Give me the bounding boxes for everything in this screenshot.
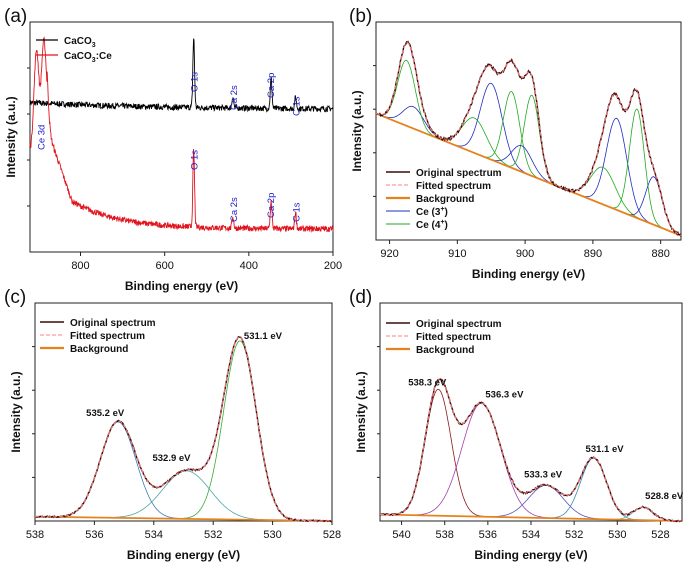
legend-label: Background xyxy=(416,194,474,205)
original-spectrum-line xyxy=(34,335,333,523)
legend-label: Fitted spectrum xyxy=(416,181,491,192)
peak-label: 531.1 eV xyxy=(586,444,625,455)
plot-frame xyxy=(34,302,333,522)
peak-annotation: Ca 2s xyxy=(229,85,240,110)
legend-label: Background xyxy=(70,344,128,355)
legend-label: Fitted spectrum xyxy=(70,331,145,342)
peak-annotation: Ca 2s xyxy=(229,197,240,222)
background-line xyxy=(379,513,683,522)
x-axis-label: Binding energy (eV) xyxy=(127,548,240,562)
peak-annotation: O 1s xyxy=(190,150,201,170)
x-tick-label: 200 xyxy=(324,260,342,272)
peak-annotation: Ce 3d xyxy=(37,125,48,150)
x-tick-label: 528 xyxy=(323,529,341,541)
background-line xyxy=(375,112,682,237)
plot-frame xyxy=(29,21,334,253)
peak-annotation: C 1s xyxy=(292,202,303,222)
x-axis-label: Binding energy (eV) xyxy=(472,267,585,281)
x-tick-label: 532 xyxy=(565,529,583,541)
panel-label: (d) xyxy=(349,287,372,308)
x-tick-label: 530 xyxy=(263,529,281,541)
x-axis-label: Binding energy (eV) xyxy=(125,279,238,293)
fit-component xyxy=(380,457,682,522)
peak-label: 536.3 eV xyxy=(485,389,524,400)
legend-label: Fitted spectrum xyxy=(416,332,491,343)
legend-label: CaCO3 xyxy=(64,36,96,49)
legend-label: Ce (4+) xyxy=(416,219,448,231)
peak-annotation: C 1s xyxy=(292,96,303,116)
peak-label: 528.8 eV xyxy=(645,491,684,502)
legend-label: Original spectrum xyxy=(416,168,502,179)
x-tick-label: 534 xyxy=(522,529,540,541)
x-tick-label: 532 xyxy=(204,529,222,541)
fit-component xyxy=(380,402,682,522)
peak-label: 532.9 eV xyxy=(152,453,191,464)
panel-label: (a) xyxy=(4,6,27,27)
x-tick-label: 540 xyxy=(392,529,410,541)
series-line-caco3-ce xyxy=(29,36,334,233)
peak-label: 531.1 eV xyxy=(244,331,283,342)
panel-label: (c) xyxy=(4,287,26,308)
x-tick-label: 538 xyxy=(436,529,454,541)
y-axis-label: Intensity (a.u.) xyxy=(354,371,368,452)
fitted-spectrum-line xyxy=(380,378,682,522)
peak-annotation: O 1s xyxy=(190,72,201,92)
legend-label: Original spectrum xyxy=(70,318,156,329)
series-line-caco3 xyxy=(29,38,334,113)
fit-component xyxy=(34,470,332,522)
peak-annotation: Ca 2p xyxy=(266,193,277,218)
x-tick-label: 900 xyxy=(516,248,534,260)
x-tick-label: 534 xyxy=(145,529,163,541)
fitted-spectrum-line xyxy=(375,42,682,236)
x-tick-label: 400 xyxy=(240,260,258,272)
x-tick-label: 536 xyxy=(85,529,103,541)
peak-annotation: Ca 2p xyxy=(266,73,277,98)
background-line xyxy=(34,515,333,522)
original-spectrum-line xyxy=(379,377,683,523)
x-tick-label: 800 xyxy=(71,260,89,272)
x-tick-label: 538 xyxy=(26,529,44,541)
x-tick-label: 528 xyxy=(651,529,669,541)
plot-frame xyxy=(375,21,682,241)
legend-label: Ce (3+) xyxy=(416,206,448,218)
x-tick-label: 880 xyxy=(651,248,669,260)
x-tick-label: 600 xyxy=(155,260,173,272)
x-tick-label: 536 xyxy=(479,529,497,541)
legend-label: Background xyxy=(416,345,474,356)
x-tick-label: 890 xyxy=(584,248,602,260)
x-tick-label: 530 xyxy=(608,529,626,541)
peak-label: 533.3 eV xyxy=(524,469,563,480)
fitted-spectrum-line xyxy=(35,336,332,522)
legend-label: CaCO3:Ce xyxy=(64,51,112,64)
x-tick-label: 920 xyxy=(380,248,398,260)
y-axis-label: Intensity (a.u.) xyxy=(9,371,23,452)
fit-component xyxy=(380,388,682,522)
panel-label: (b) xyxy=(349,6,372,27)
legend-label: Original spectrum xyxy=(416,319,502,330)
x-tick-label: 910 xyxy=(448,248,466,260)
y-axis-label: Intensity (a.u.) xyxy=(4,96,18,177)
x-axis-label: Binding energy (eV) xyxy=(474,548,587,562)
fit-component xyxy=(34,340,332,522)
y-axis-label: Intensity (a.u.) xyxy=(350,90,364,171)
peak-label: 535.2 eV xyxy=(86,408,125,419)
peak-label: 538.3 eV xyxy=(408,377,447,388)
